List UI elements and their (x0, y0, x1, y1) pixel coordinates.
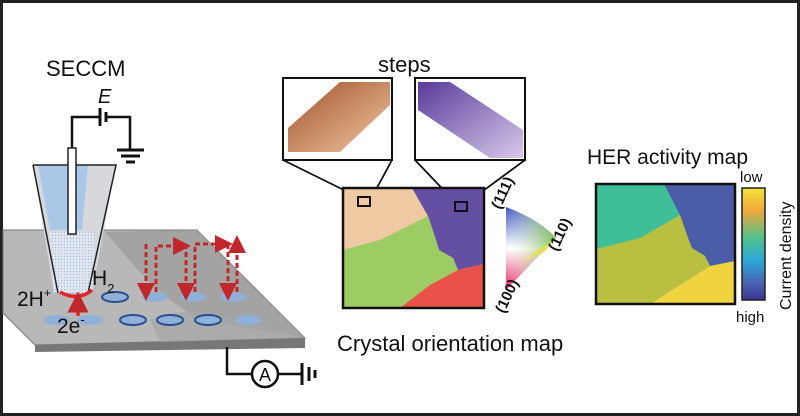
potential-label: E (98, 86, 112, 108)
hydrogen-label: H2 (92, 267, 114, 296)
ground-icon (117, 148, 144, 164)
inset-purple-steps (414, 77, 526, 161)
colorbar-high-label: high (736, 309, 764, 326)
orientation-label-111: (111) (488, 174, 518, 211)
crystal-map-title: Crystal orientation map (337, 331, 563, 356)
inset-copper-steps (282, 77, 393, 161)
electron-label: 2e- (57, 312, 85, 338)
orientation-label-110: (110) (545, 216, 575, 254)
seccm-title: SECCM (46, 56, 125, 81)
colorbar-axis-label: Current density (778, 202, 795, 311)
seccm-panel: SECCM E (2, 56, 317, 389)
colorbar (741, 187, 766, 301)
colorbar-low-label: low (740, 169, 763, 186)
pipette (32, 147, 117, 294)
electrode (67, 147, 77, 235)
ammeter-circuit (225, 347, 317, 389)
orientation-label-100: (100) (492, 277, 522, 316)
ammeter-icon (250, 359, 280, 389)
her-activity-map (594, 182, 737, 306)
steps-label: steps (378, 52, 431, 77)
orientation-color-key (506, 207, 556, 290)
crystal-panel: steps (111) (110) (100) (282, 52, 575, 356)
her-map-title: HER activity map (587, 146, 748, 169)
battery-circuit (70, 108, 144, 164)
hopping-path-arrows (137, 235, 246, 301)
crystal-orientation-map (341, 186, 486, 310)
proton-label: 2H+ (17, 286, 51, 311)
ammeter-label: A (259, 365, 271, 385)
her-panel: HER activity map low high Current densit… (587, 146, 795, 326)
